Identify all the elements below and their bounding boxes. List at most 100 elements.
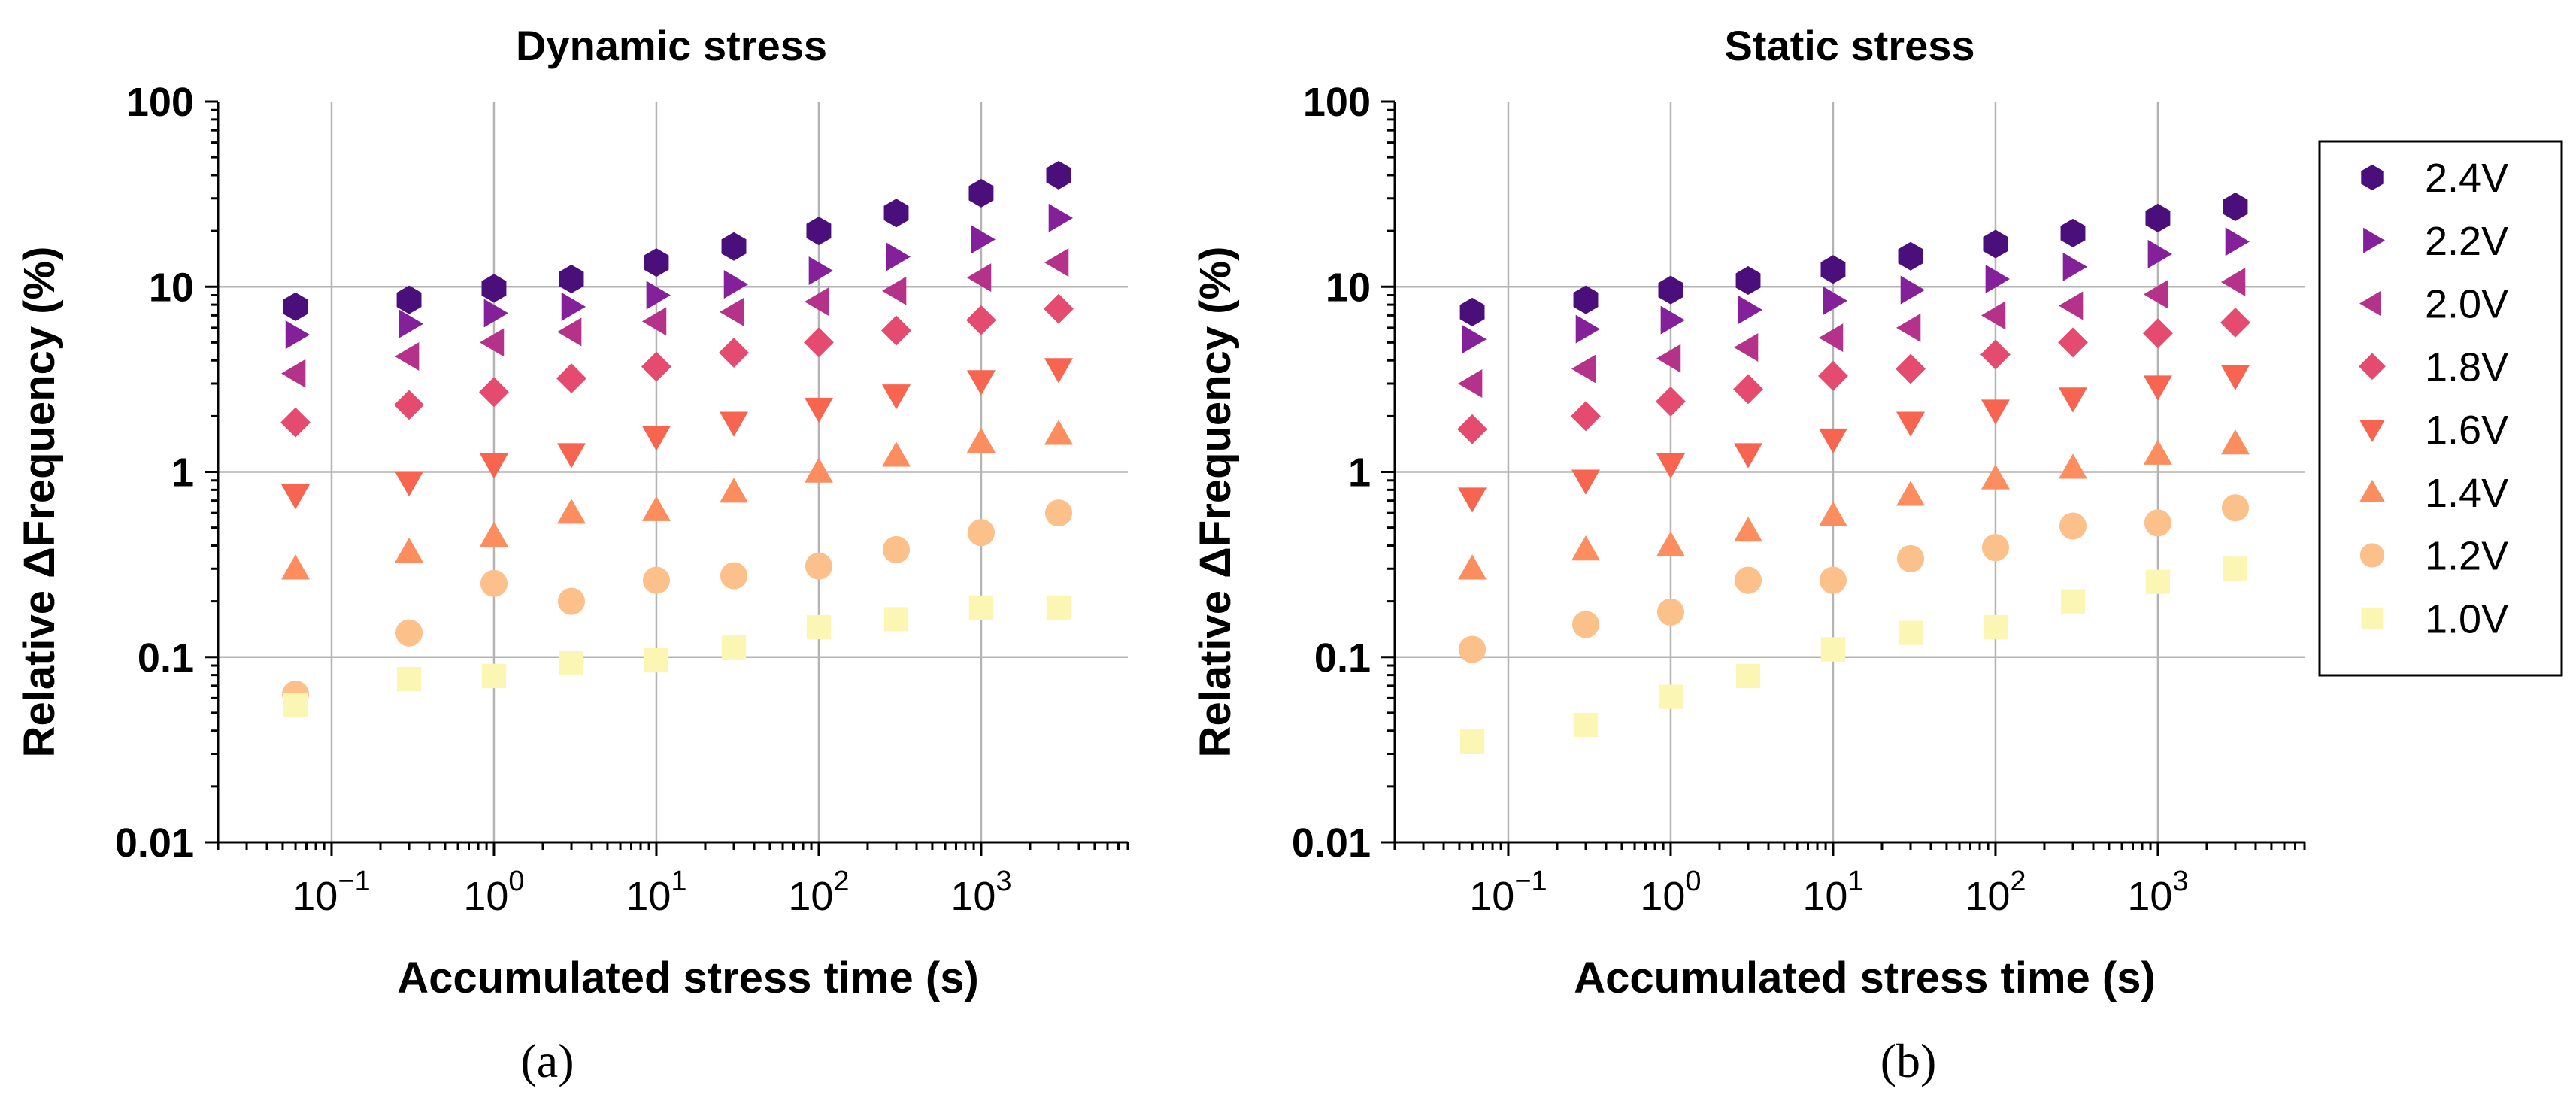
data-point xyxy=(1459,297,1485,326)
legend: 2.4V 2.2V 2.0V 1.8V 1.6V 1.4V 1.2V 1.0V xyxy=(2318,140,2563,677)
data-point xyxy=(720,478,749,503)
y-axis-label: Relative ΔFrequency (%) xyxy=(1191,247,1240,758)
x-tick-label-base: 10 xyxy=(1640,874,1685,919)
data-point xyxy=(2059,387,2088,413)
legend-marker xyxy=(2363,227,2385,253)
data-point xyxy=(1462,325,1487,354)
data-point xyxy=(1900,275,1926,305)
data-point xyxy=(561,292,586,321)
legend-label: 2.2V xyxy=(2425,219,2508,264)
data-point xyxy=(1983,229,2008,259)
x-tick-label: 10−1 xyxy=(1469,866,1547,919)
data-point xyxy=(804,397,833,423)
data-point xyxy=(2062,252,2088,281)
data-point xyxy=(557,317,582,347)
data-point xyxy=(2220,268,2246,297)
data-point xyxy=(395,342,420,372)
data-point xyxy=(1898,241,1923,271)
data-point xyxy=(1734,516,1763,542)
data-point xyxy=(1044,499,1073,527)
series-1.6V xyxy=(281,358,1073,510)
data-point xyxy=(1458,369,1483,399)
x-tick-label-base: 10 xyxy=(788,874,833,919)
legend-label: 1.4V xyxy=(2425,471,2508,516)
data-point xyxy=(641,496,671,521)
data-point xyxy=(1658,275,1683,305)
data-point xyxy=(2058,327,2088,358)
x-tick-label-base: 10 xyxy=(1802,874,1847,919)
data-point xyxy=(1983,614,2008,640)
y-tick-label: 0.1 xyxy=(138,635,194,681)
x-tick-label-exponent: 3 xyxy=(996,866,1011,897)
data-point xyxy=(1735,266,1761,296)
y-tick-label: 0.01 xyxy=(115,820,194,866)
data-point xyxy=(966,263,992,293)
data-point xyxy=(1896,544,1925,572)
y-tick-label: 100 xyxy=(1303,80,1371,125)
data-point xyxy=(1575,314,1601,344)
data-point xyxy=(2223,556,2248,581)
data-point xyxy=(2145,203,2171,232)
data-point xyxy=(395,537,424,563)
series-1.8V xyxy=(280,293,1074,438)
data-point xyxy=(641,426,671,451)
data-point xyxy=(2143,375,2172,401)
data-point xyxy=(2059,453,2088,479)
data-point xyxy=(1896,411,1926,437)
data-point xyxy=(1896,481,1926,506)
x-tick-label: 102 xyxy=(788,866,849,919)
data-point xyxy=(1571,535,1601,561)
data-point xyxy=(557,587,586,615)
data-point xyxy=(805,552,832,580)
data-point xyxy=(1656,598,1685,626)
data-point xyxy=(2143,439,2172,465)
x-tick-label-exponent: 1 xyxy=(1847,866,1863,897)
data-point xyxy=(1571,469,1601,495)
data-point xyxy=(283,693,308,717)
series-1.4V xyxy=(1458,429,2250,580)
series-2.0V xyxy=(281,248,1069,388)
data-point xyxy=(2221,494,2250,522)
data-point xyxy=(968,595,994,620)
y-tick-label: 0.1 xyxy=(1314,635,1371,681)
y-tick-label: 0.01 xyxy=(1292,820,1371,866)
y-tick-label: 100 xyxy=(126,80,194,125)
legend-label: 1.0V xyxy=(2425,596,2508,641)
x-tick-label-base: 10 xyxy=(2127,874,2172,919)
data-point xyxy=(479,377,509,408)
data-point xyxy=(1571,611,1600,638)
x-tick-label-exponent: 0 xyxy=(508,866,524,897)
data-point xyxy=(480,569,508,597)
x-tick-label: 103 xyxy=(950,866,1011,919)
legend-box xyxy=(2318,140,2563,677)
x-tick-label-exponent: −1 xyxy=(1514,866,1547,897)
data-point xyxy=(1820,637,1846,662)
legend-marker xyxy=(2359,420,2385,442)
series-1.0V xyxy=(1459,556,2248,754)
data-point xyxy=(2143,280,2168,309)
data-point xyxy=(557,499,586,524)
data-point xyxy=(1819,566,1847,594)
data-point xyxy=(1980,399,2010,425)
legend-marker xyxy=(2359,290,2381,317)
legend-marker xyxy=(2361,607,2384,629)
data-point xyxy=(646,281,671,310)
data-point xyxy=(883,199,909,228)
data-point xyxy=(483,299,508,328)
legend-marker xyxy=(2359,543,2385,568)
data-point xyxy=(1823,286,1847,315)
panel-label: (a) xyxy=(520,1034,574,1087)
series-1.2V xyxy=(1459,494,2250,663)
x-tick-label-exponent: 2 xyxy=(833,866,849,897)
data-point xyxy=(559,265,584,294)
legend-label: 2.4V xyxy=(2425,156,2508,201)
data-point xyxy=(1735,663,1761,689)
data-point xyxy=(557,443,586,469)
legend-marker xyxy=(2359,479,2385,502)
data-point xyxy=(481,274,507,303)
series-1.4V xyxy=(281,420,1073,580)
series-2.2V xyxy=(1462,227,2250,354)
